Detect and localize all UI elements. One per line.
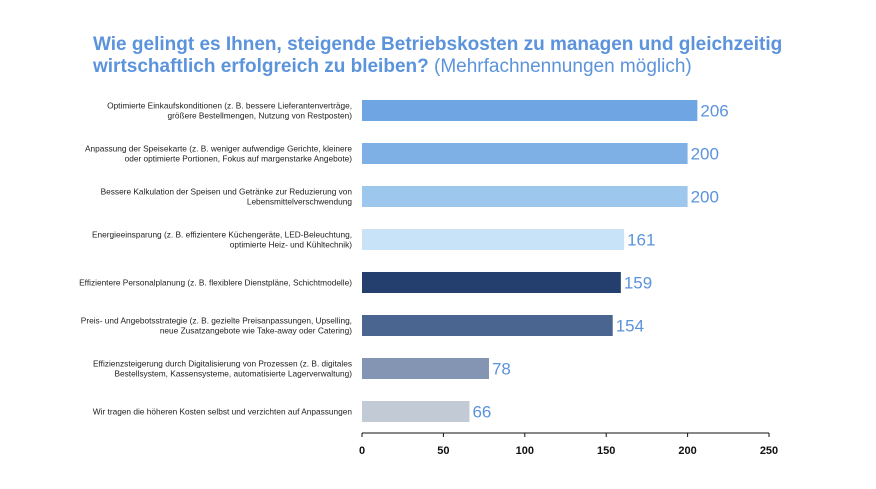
category-label-6-line-1: Bestellsystem, Kassensysteme, automatisi… xyxy=(115,369,353,379)
x-axis-ticks-group: 0 50 100 150 200 250 xyxy=(359,433,778,457)
value-label-3: 161 xyxy=(627,231,655,250)
bar-2 xyxy=(362,186,688,207)
value-label-2: 200 xyxy=(691,188,719,207)
category-label-5-line-0: Preis- und Angebotsstrategie (z. B. gezi… xyxy=(81,316,352,326)
category-label-0-line-0: Optimierte Einkaufskonditionen (z. B. be… xyxy=(107,101,352,111)
category-label-1-line-1: oder optimierte Portionen, Fokus auf mar… xyxy=(125,154,353,164)
x-tick-label-0: 0 xyxy=(359,445,365,457)
category-label-1-line-0: Anpassung der Speisekarte (z. B. weniger… xyxy=(85,144,352,154)
value-label-1: 200 xyxy=(691,145,719,164)
bar-3 xyxy=(362,229,625,250)
x-tick-label-4: 200 xyxy=(678,445,696,457)
value-label-6: 78 xyxy=(492,360,511,379)
bar-6 xyxy=(362,358,489,379)
category-label-7: Wir tragen die höheren Kosten selbst und… xyxy=(93,407,353,417)
bar-5 xyxy=(362,315,613,336)
bar-1 xyxy=(362,143,688,164)
category-label-2: Bessere Kalkulation der Speisen und Getr… xyxy=(101,187,353,207)
category-label-5-line-1: neue Zusatzangebote wie Take-away oder C… xyxy=(160,326,352,336)
category-labels-group: Optimierte Einkaufskonditionen (z. B. be… xyxy=(79,101,352,417)
category-label-6-line-0: Effizienzsteigerung durch Digitalisierun… xyxy=(93,359,352,369)
chart-title-main: Wie gelingt es Ihnen, steigende Betriebs… xyxy=(93,34,783,77)
bar-0 xyxy=(362,100,698,121)
value-label-0: 206 xyxy=(700,102,728,121)
value-labels-group: 206 200 200 161 159 154 78 66 xyxy=(472,102,728,422)
category-label-4-line-0: Effizientere Personalplanung (z. B. flex… xyxy=(79,278,352,288)
category-label-1: Anpassung der Speisekarte (z. B. weniger… xyxy=(85,144,352,164)
x-tick-label-5: 250 xyxy=(760,445,778,457)
category-label-5: Preis- und Angebotsstrategie (z. B. gezi… xyxy=(81,316,352,336)
category-label-3: Energieeinsparung (z. B. effizientere Kü… xyxy=(92,230,352,250)
chart-title: Wie gelingt es Ihnen, steigende Betriebs… xyxy=(93,34,853,78)
category-label-3-line-1: optimierte Heiz- und Kühltechnik) xyxy=(230,240,352,250)
category-label-2-line-0: Bessere Kalkulation der Speisen und Getr… xyxy=(101,187,353,197)
category-label-0: Optimierte Einkaufskonditionen (z. B. be… xyxy=(107,101,352,121)
bar-4 xyxy=(362,272,621,293)
chart-subtitle: (Mehrfachnennungen möglich) xyxy=(434,56,692,77)
category-label-3-line-0: Energieeinsparung (z. B. effizientere Kü… xyxy=(92,230,352,240)
x-tick-label-1: 50 xyxy=(437,445,449,457)
bar-7 xyxy=(362,401,470,422)
x-tick-label-2: 100 xyxy=(516,445,534,457)
category-label-4: Effizientere Personalplanung (z. B. flex… xyxy=(79,278,352,288)
value-label-5: 154 xyxy=(616,317,644,336)
category-label-2-line-1: Lebensmittelverschwendung xyxy=(247,197,353,207)
value-label-4: 159 xyxy=(624,274,652,293)
bars-group xyxy=(362,100,698,422)
category-label-7-line-0: Wir tragen die höheren Kosten selbst und… xyxy=(93,407,353,417)
category-label-6: Effizienzsteigerung durch Digitalisierun… xyxy=(93,359,352,379)
value-label-7: 66 xyxy=(472,403,491,422)
x-tick-label-3: 150 xyxy=(597,445,615,457)
category-label-0-line-1: größere Bestellmengen, Nutzung von Restp… xyxy=(168,111,353,121)
